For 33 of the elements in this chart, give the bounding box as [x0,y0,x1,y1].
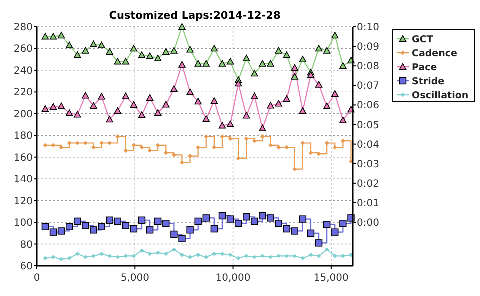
x-tick-label: 5,000 [120,273,150,284]
x-tick-label: 15,000 [314,273,349,284]
y2-tick-label: 0:06 [357,100,380,112]
y-tick-label: 160 [14,152,33,164]
legend-label: Pace [412,62,438,74]
y-tick-label: 120 [14,196,33,208]
y2-tick-label: 0:05 [357,120,380,132]
y2-tick-label: 0:08 [357,62,380,73]
y2-tick-label: 0:03 [357,159,380,170]
y-tick-label: 240 [14,66,33,77]
x-tick-label: 10,000 [216,273,251,284]
y2-tick-label: 0:07 [357,81,380,92]
y2-tick-label: 0:10 [357,22,380,34]
y-tick-label: 260 [14,44,33,56]
y2-tick-label: 0:09 [357,42,380,54]
y2-tick-label: 0:04 [357,140,380,151]
chart-title: Customized Laps:2014-12-28 [109,10,281,22]
legend-label: Oscillation [412,90,469,102]
y-tick-label: 220 [14,88,33,99]
y-tick-label: 140 [14,174,33,186]
y-tick-label: 100 [14,218,33,230]
y-tick-label: 60 [20,262,33,272]
y2-tick-label: 0:01 [357,198,380,210]
y-tick-label: 180 [14,131,33,142]
y-tick-label: 200 [14,109,33,120]
legend-label: GCT [412,34,434,46]
y-tick-label: 280 [14,22,33,34]
x-tick-label: 0 [34,273,40,284]
legend-label: Stride [412,76,445,88]
y2-tick-label: 0:00 [357,218,380,230]
y2-tick-label: 0:02 [357,178,380,190]
y-tick-label: 80 [20,240,33,251]
legend-label: Cadence [412,48,458,60]
